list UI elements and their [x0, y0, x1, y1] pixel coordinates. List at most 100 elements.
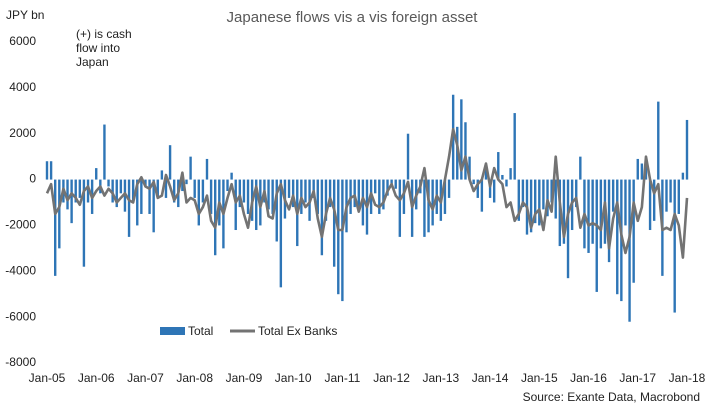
x-tick-label: Jan-10	[275, 371, 312, 385]
x-tick-label: Jan-07	[127, 371, 164, 385]
bar	[312, 179, 315, 198]
bar	[205, 158, 209, 180]
bar	[575, 179, 578, 208]
bar	[328, 179, 332, 208]
bar	[234, 179, 237, 231]
bar	[66, 179, 69, 210]
bar	[103, 124, 106, 180]
bar	[86, 179, 90, 203]
bar	[271, 179, 274, 214]
bar	[538, 179, 541, 226]
bar	[136, 179, 139, 226]
bar	[542, 179, 545, 210]
y-tick-label: -8000	[5, 355, 36, 369]
bar	[58, 179, 61, 249]
bar	[607, 179, 611, 263]
bar	[497, 152, 500, 180]
bar	[82, 179, 86, 267]
bar	[320, 179, 324, 256]
bar	[640, 163, 644, 180]
bar	[587, 179, 590, 253]
bar	[529, 179, 533, 233]
bar	[361, 179, 365, 226]
chart-title: Japanese flows vis a vis foreign asset	[227, 9, 479, 26]
y-tick-label: -4000	[5, 263, 36, 277]
bar	[669, 179, 672, 203]
line	[45, 127, 689, 259]
y-tick-label: -6000	[5, 309, 36, 323]
bar	[652, 179, 656, 221]
x-tick-label: Jan-13	[422, 371, 459, 385]
bar	[394, 179, 397, 189]
bar	[148, 179, 151, 214]
bar	[382, 179, 385, 210]
bar	[636, 158, 639, 180]
bar	[160, 170, 164, 180]
bar	[107, 179, 110, 187]
bar	[337, 179, 340, 295]
bar	[673, 179, 676, 313]
bar	[550, 179, 553, 203]
bar	[140, 179, 143, 214]
bar	[304, 179, 307, 203]
bar	[566, 179, 570, 279]
bar	[374, 179, 377, 194]
bar	[78, 179, 82, 198]
bar	[484, 168, 488, 180]
bar	[341, 179, 344, 302]
x-tick-label: Jan-14	[472, 371, 509, 385]
bar	[242, 179, 246, 203]
bar	[464, 122, 467, 180]
bar	[624, 179, 627, 226]
legend-label: Total	[188, 324, 213, 338]
bar	[95, 168, 98, 180]
annotation: (+) is cash flow into Japan	[76, 27, 132, 69]
y-tick-label: 4000	[9, 80, 36, 94]
bar	[616, 179, 619, 295]
legend-label: Total Ex Banks	[258, 324, 337, 338]
bar	[230, 172, 233, 180]
x-tick-label: Jan-12	[373, 371, 410, 385]
bar	[431, 179, 434, 226]
bar	[209, 179, 213, 214]
bar	[49, 161, 53, 180]
bar	[517, 179, 520, 221]
bar	[534, 179, 537, 224]
bar	[665, 179, 668, 212]
source: Source: Exante Data, Macrobond	[523, 390, 700, 404]
bar	[275, 179, 278, 242]
bar	[447, 179, 451, 198]
bar	[54, 179, 57, 276]
bar	[226, 179, 229, 192]
x-tick-label: Jan-15	[521, 371, 558, 385]
bar	[279, 179, 283, 288]
bar	[648, 179, 652, 231]
bar	[472, 179, 475, 185]
y-tick-label: 0	[29, 172, 36, 186]
bar	[657, 101, 660, 180]
bar	[193, 179, 196, 198]
bar	[611, 179, 615, 212]
x-tick-label: Jan-08	[176, 371, 213, 385]
bar	[398, 179, 402, 237]
bar	[513, 113, 516, 180]
legend-swatch	[160, 327, 185, 335]
bar	[562, 179, 566, 244]
bar	[509, 168, 512, 180]
x-tick-label: Jan-11	[324, 371, 360, 385]
bar	[324, 179, 328, 221]
bar	[201, 179, 205, 203]
bar	[185, 179, 188, 185]
bar	[255, 179, 258, 231]
bar	[144, 179, 147, 187]
bar	[357, 179, 360, 210]
bar	[406, 133, 410, 180]
bar	[599, 179, 603, 249]
bar	[591, 179, 594, 244]
bar	[164, 179, 168, 198]
bar	[316, 179, 319, 214]
bar	[423, 179, 426, 237]
x-tick-label: Jan-09	[226, 371, 263, 385]
